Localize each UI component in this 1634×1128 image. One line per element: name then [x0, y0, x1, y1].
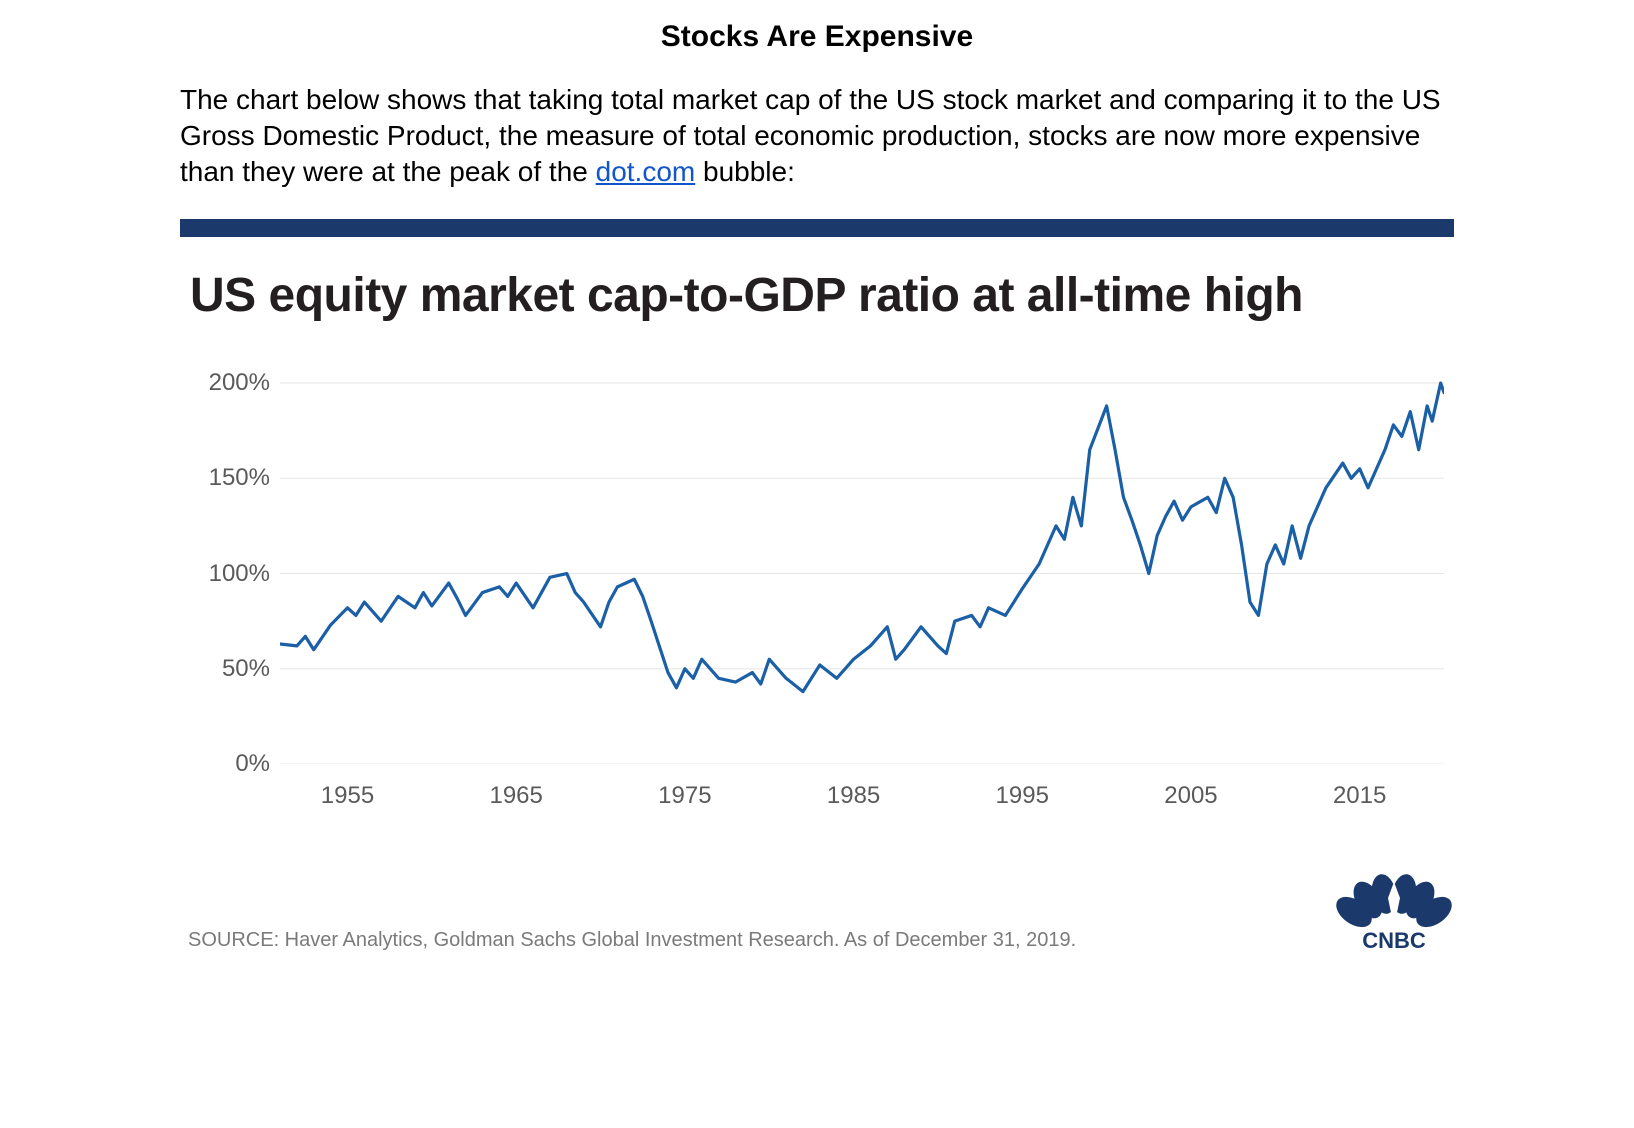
y-tick-label: 0% — [180, 750, 270, 778]
y-tick-label: 200% — [180, 369, 270, 397]
doc-body-post: bubble: — [695, 156, 795, 187]
chart-source: SOURCE: Haver Analytics, Goldman Sachs G… — [180, 929, 1076, 952]
chart-area: 0%50%100%150%200% — [180, 364, 1454, 764]
x-axis-labels: 1955 1965 1975 1985 1995 2005 2015 — [280, 782, 1444, 832]
page-root: Stocks Are Expensive The chart below sho… — [0, 0, 1634, 1128]
chart-topbar — [180, 219, 1454, 237]
dotcom-link[interactable]: dot.com — [596, 156, 696, 187]
chart-svg — [280, 364, 1444, 764]
doc-title: Stocks Are Expensive — [180, 20, 1454, 54]
chart-plot — [280, 364, 1444, 764]
y-tick-label: 100% — [180, 560, 270, 588]
y-axis-labels: 0%50%100%150%200% — [180, 364, 270, 764]
cnbc-logo: CNBC — [1334, 872, 1454, 952]
cnbc-peacock-icon: CNBC — [1334, 872, 1454, 952]
cnbc-text: CNBC — [1362, 928, 1426, 952]
doc-body-pre: The chart below shows that taking total … — [180, 84, 1441, 187]
y-tick-label: 150% — [180, 464, 270, 492]
chart-title: US equity market cap-to-GDP ratio at all… — [190, 267, 1454, 326]
doc-body: The chart below shows that taking total … — [180, 82, 1454, 189]
x-tick-label: 1975 — [658, 782, 711, 810]
x-tick-label: 1985 — [827, 782, 880, 810]
x-tick-label: 2015 — [1333, 782, 1386, 810]
source-row: SOURCE: Haver Analytics, Goldman Sachs G… — [180, 872, 1454, 952]
chart-block: US equity market cap-to-GDP ratio at all… — [180, 219, 1454, 952]
x-tick-label: 1995 — [996, 782, 1049, 810]
x-tick-label: 1965 — [489, 782, 542, 810]
x-tick-label: 1955 — [321, 782, 374, 810]
x-tick-label: 2005 — [1164, 782, 1217, 810]
y-tick-label: 50% — [180, 655, 270, 683]
